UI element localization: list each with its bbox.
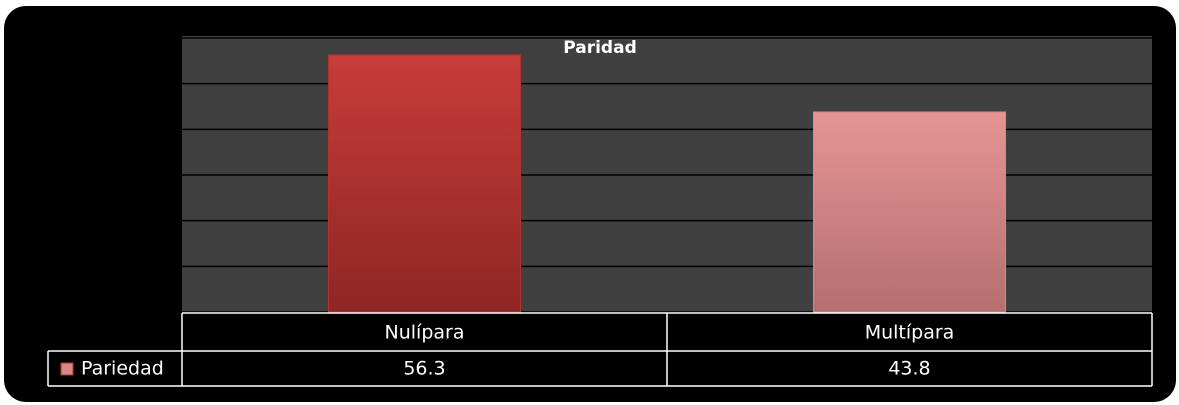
legend-label: Pariedad (81, 358, 164, 380)
legend-swatch (60, 362, 74, 376)
plot-area (182, 36, 1152, 312)
category-label: Nulípara (385, 322, 465, 344)
chart-title: Paridad (563, 38, 637, 58)
bar (813, 111, 1006, 313)
value-label: 43.8 (888, 358, 930, 380)
category-label: Multípara (865, 322, 955, 344)
bar (328, 54, 521, 313)
value-label: 56.3 (403, 358, 445, 380)
